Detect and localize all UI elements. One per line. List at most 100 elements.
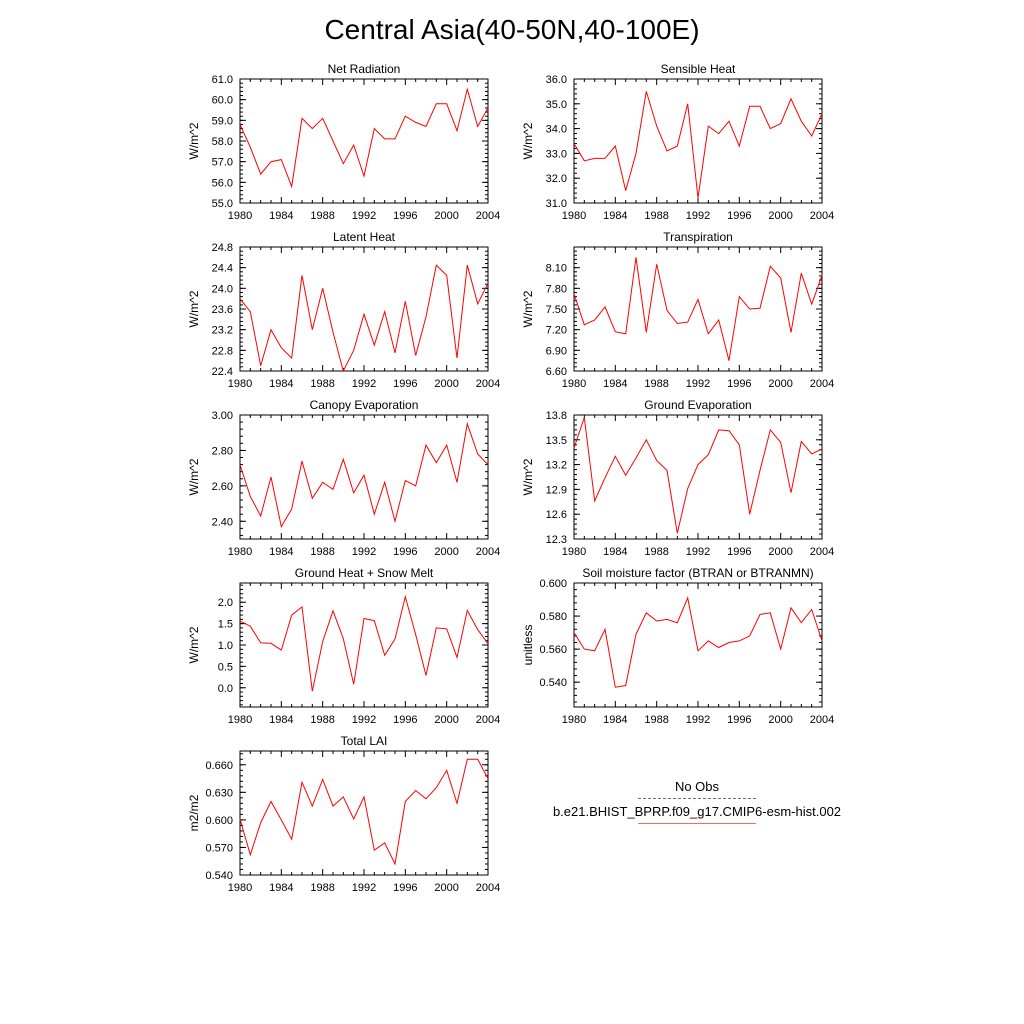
series-line xyxy=(239,758,489,866)
panel-title: Canopy Evaporation xyxy=(310,398,419,412)
x-tick-label: 1984 xyxy=(269,882,293,894)
y-tick-label: 7.50 xyxy=(546,304,567,316)
x-tick-label: 1980 xyxy=(228,378,252,390)
y-tick-label: 7.80 xyxy=(546,283,567,295)
x-tick-label: 1996 xyxy=(393,210,417,222)
y-tick-label: 34.0 xyxy=(546,124,567,136)
legend-case-line xyxy=(638,823,756,824)
y-tick-label: 0.600 xyxy=(205,815,233,827)
x-tick-label: 1996 xyxy=(393,882,417,894)
x-tick-label: 2000 xyxy=(768,546,792,558)
y-tick-label: 13.5 xyxy=(546,435,567,447)
y-tick-label: 0.580 xyxy=(539,611,567,623)
x-tick-label: 1980 xyxy=(228,882,252,894)
x-tick-label: 1992 xyxy=(352,882,376,894)
chart-panel: Canopy Evaporation W/m^2 1980 1984 1988 1992 1… xyxy=(187,398,500,558)
x-tick-label: 1980 xyxy=(562,210,586,222)
x-tick-label: 1988 xyxy=(310,378,334,390)
x-tick-label: 2000 xyxy=(768,378,792,390)
chart-panel: Net Radiation W/m^2 1980 1984 1988 1992 1996 20… xyxy=(187,62,500,222)
y-tick-label: 2.60 xyxy=(212,481,233,493)
x-tick-label: 1996 xyxy=(393,378,417,390)
x-tick-label: 2000 xyxy=(434,882,458,894)
panel-title: Ground Heat + Snow Melt xyxy=(295,566,434,580)
plot-frame xyxy=(573,414,823,540)
plot-frame xyxy=(573,246,823,372)
plot-frame xyxy=(573,582,823,708)
series-line xyxy=(239,421,489,528)
x-tick-label: 1984 xyxy=(269,378,293,390)
y-tick-label: 1.5 xyxy=(218,619,233,631)
y-tick-label: 35.0 xyxy=(546,99,567,111)
x-tick-label: 1996 xyxy=(727,546,751,558)
x-tick-label: 1996 xyxy=(727,714,751,726)
panel-title: Ground Evaporation xyxy=(644,398,751,412)
y-tick-label: 0.560 xyxy=(539,644,567,656)
panel-title: Soil moisture factor (BTRAN or BTRANMN) xyxy=(582,566,813,580)
x-tick-label: 2000 xyxy=(434,378,458,390)
y-axis-label: unitless xyxy=(521,625,535,666)
x-tick-label: 1996 xyxy=(393,714,417,726)
x-tick-label: 1980 xyxy=(562,714,586,726)
y-tick-label: 55.0 xyxy=(212,198,233,210)
y-tick-label: 24.0 xyxy=(212,283,233,295)
legend-case-label: b.e21.BHIST_BPRP.f09_g17.CMIP6-esm-hist.… xyxy=(552,804,842,819)
y-tick-label: 2.80 xyxy=(212,445,233,457)
x-tick-label: 1988 xyxy=(310,714,334,726)
y-tick-label: 13.8 xyxy=(546,410,567,422)
y-tick-label: 12.6 xyxy=(546,509,567,521)
series-line xyxy=(573,417,823,534)
y-tick-label: 61.0 xyxy=(212,74,233,86)
y-axis-label: W/m^2 xyxy=(187,458,201,495)
x-tick-label: 1988 xyxy=(310,546,334,558)
y-axis-label: W/m^2 xyxy=(521,290,535,327)
y-tick-label: 57.0 xyxy=(212,157,233,169)
legend-title: No Obs xyxy=(674,779,720,794)
x-tick-label: 1988 xyxy=(310,882,334,894)
legend-obs-line xyxy=(638,798,756,799)
plot-frame xyxy=(573,78,823,204)
x-tick-label: 2004 xyxy=(476,714,500,726)
legend: No Obs b.e21.BHIST_BPRP.f09_g17.CMIP6-es… xyxy=(520,778,874,824)
x-tick-label: 1996 xyxy=(727,378,751,390)
x-tick-label: 1996 xyxy=(727,210,751,222)
y-tick-label: 12.9 xyxy=(546,484,567,496)
panel-title: Sensible Heat xyxy=(661,62,736,76)
x-tick-label: 2004 xyxy=(476,210,500,222)
y-tick-label: 12.3 xyxy=(546,534,567,546)
y-tick-label: 22.8 xyxy=(212,345,233,357)
plot-frame xyxy=(239,78,489,204)
y-tick-label: 6.60 xyxy=(546,366,567,378)
panel-title: Total LAI xyxy=(341,734,388,748)
chart-panel: Ground Evaporation W/m^2 1980 1984 1988 1992 1… xyxy=(521,398,834,558)
y-tick-label: 32.0 xyxy=(546,173,567,185)
x-tick-label: 1984 xyxy=(603,546,627,558)
chart-panel: Total LAI m2/m2 1980 1984 1988 1992 1996 2000 20… xyxy=(187,734,500,894)
x-tick-label: 1980 xyxy=(562,378,586,390)
x-tick-label: 1992 xyxy=(686,210,710,222)
series-line xyxy=(573,91,823,199)
chart-panel: Soil moisture factor (BTRAN or BTRANMN) u… xyxy=(521,566,834,726)
panel-title: Net Radiation xyxy=(328,62,401,76)
x-tick-label: 1984 xyxy=(603,714,627,726)
x-tick-label: 1980 xyxy=(228,714,252,726)
x-tick-label: 1992 xyxy=(686,714,710,726)
y-axis-label: W/m^2 xyxy=(521,458,535,495)
figure-title: Central Asia(40-50N,40-100E) xyxy=(324,14,700,45)
x-tick-label: 1988 xyxy=(644,210,668,222)
y-tick-label: 2.0 xyxy=(218,597,233,609)
x-tick-label: 2004 xyxy=(476,882,500,894)
chart-panel: Sensible Heat W/m^2 1980 1984 1988 1992 1996 20… xyxy=(521,62,834,222)
y-tick-label: 31.0 xyxy=(546,198,567,210)
x-tick-label: 2004 xyxy=(810,210,834,222)
x-tick-label: 2004 xyxy=(476,378,500,390)
series-line xyxy=(573,257,823,361)
x-tick-label: 1992 xyxy=(352,378,376,390)
x-tick-label: 1984 xyxy=(269,714,293,726)
y-tick-label: 0.600 xyxy=(539,578,567,590)
series-line xyxy=(239,264,489,373)
x-tick-label: 1984 xyxy=(603,210,627,222)
y-tick-label: 33.0 xyxy=(546,148,567,160)
x-tick-label: 1992 xyxy=(352,210,376,222)
x-tick-label: 1992 xyxy=(686,378,710,390)
